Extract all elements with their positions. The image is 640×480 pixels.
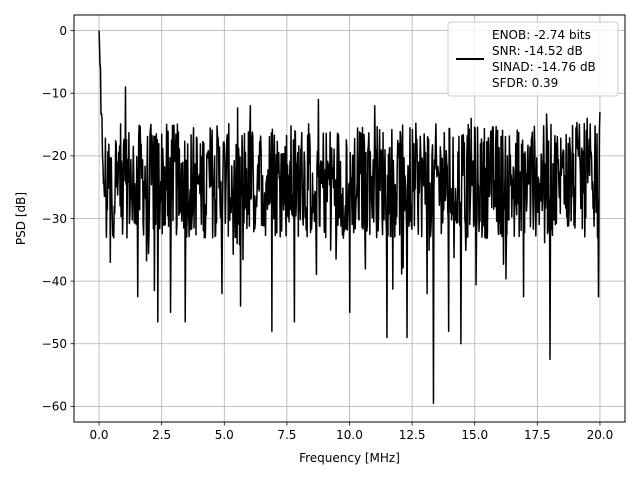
series-layer xyxy=(98,30,601,404)
x-tick-label: 17.5 xyxy=(524,428,551,442)
y-tick-label: −50 xyxy=(42,337,67,351)
x-tick-label: 0.0 xyxy=(89,428,108,442)
legend-box xyxy=(447,21,619,97)
psd-series-line xyxy=(98,30,601,404)
legend-label-line: SINAD: -14.76 dB xyxy=(492,60,596,74)
y-axis-label: PSD [dB] xyxy=(14,192,28,245)
x-tick-label: 7.5 xyxy=(277,428,296,442)
x-tick-label: 15.0 xyxy=(461,428,488,442)
legend-label-line: SFDR: 0.39 xyxy=(492,76,558,90)
x-axis-label: Frequency [MHz] xyxy=(299,451,400,465)
x-axis-ticks: 0.0 2.5 5.0 7.5 10.0 12.5 15.0 17.5 20.0 xyxy=(89,422,613,442)
x-tick-label: 12.5 xyxy=(399,428,426,442)
legend-label-line: ENOB: -2.74 bits xyxy=(492,28,591,42)
y-tick-label: −10 xyxy=(42,87,67,101)
y-tick-label: −60 xyxy=(42,400,67,414)
x-tick-label: 10.0 xyxy=(336,428,363,442)
y-tick-label: −30 xyxy=(42,212,67,226)
x-tick-label: 5.0 xyxy=(215,428,234,442)
y-axis-ticks: 0 −10 −20 −30 −40 −50 −60 xyxy=(42,24,74,414)
x-tick-label: 2.5 xyxy=(152,428,171,442)
y-tick-label: −20 xyxy=(42,149,67,163)
x-tick-label: 20.0 xyxy=(587,428,614,442)
y-tick-label: −40 xyxy=(42,274,67,288)
legend: ENOB: -2.74 bits SNR: -14.52 dB SINAD: -14… xyxy=(447,21,619,97)
legend-label-line: SNR: -14.52 dB xyxy=(492,44,583,58)
y-tick-label: 0 xyxy=(59,24,67,38)
legend-label: ENOB: -2.74 bits SNR: -14.52 dB SINAD: -14… xyxy=(492,28,596,90)
